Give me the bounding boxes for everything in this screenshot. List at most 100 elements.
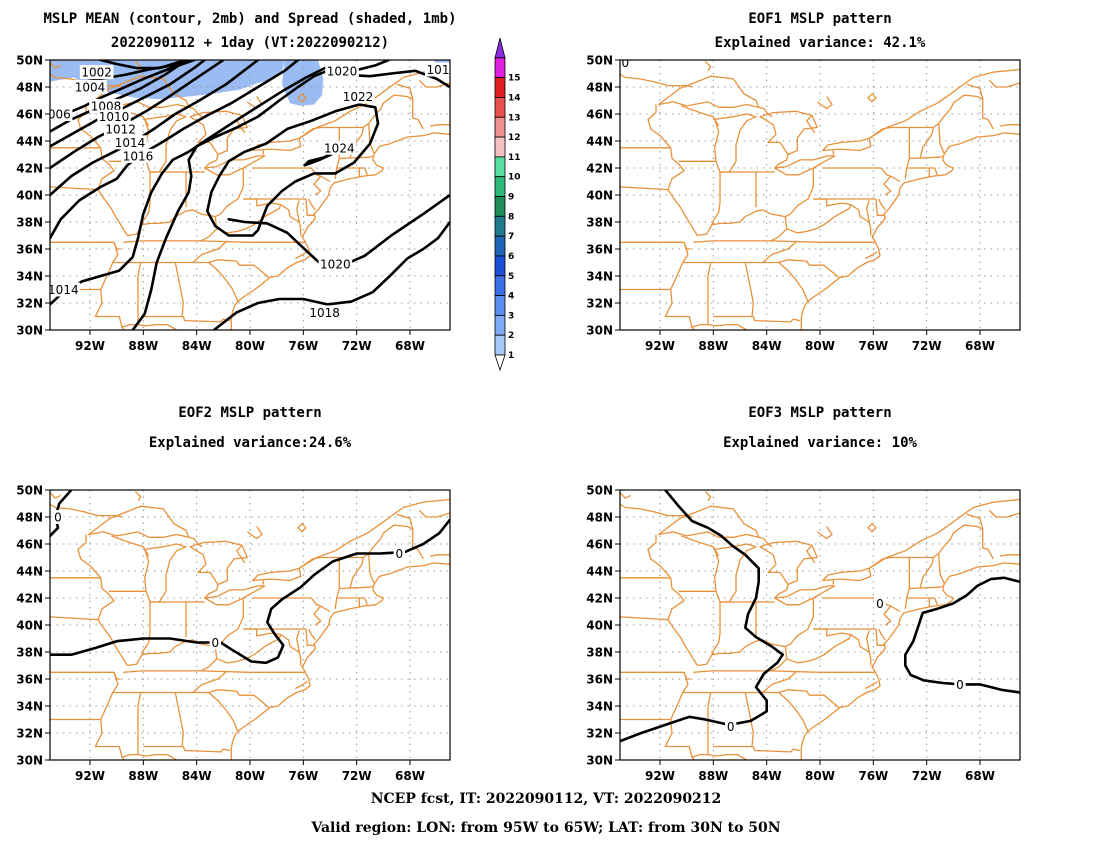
geo-st-al-ga xyxy=(744,692,754,747)
geo-lake-winnipeg-tail xyxy=(620,492,631,499)
geo-georgian-bay xyxy=(806,114,816,134)
contour-label-bg xyxy=(121,148,155,163)
lon-tick-label: 84W xyxy=(752,769,782,783)
geo-island xyxy=(297,93,307,103)
geo-st-vt-nh xyxy=(919,127,934,159)
contour-label-bg xyxy=(393,546,406,561)
lat-tick-label: 34N xyxy=(586,700,613,714)
geo-st-tn-ar xyxy=(682,672,689,693)
geo-st-ia-wi-il xyxy=(667,147,685,190)
geo-canada-lakes xyxy=(246,526,263,540)
geo-coast-atlantic xyxy=(800,132,1020,330)
contour-label: 0 xyxy=(956,678,964,692)
geo-lake-superior xyxy=(658,75,760,108)
geo-st-mo-ar xyxy=(620,241,691,250)
colorbar-swatch xyxy=(494,275,506,296)
geo-st-ga-fl xyxy=(752,316,801,323)
geo-island xyxy=(867,523,877,533)
contour-label: 0 xyxy=(54,511,62,525)
contour-label-bg xyxy=(97,109,131,124)
panel-eof3: EOF3 MSLP pattern Explained variance: 10… xyxy=(586,405,1021,783)
lon-tick-label: 92W xyxy=(645,769,675,783)
contour-label: 0 xyxy=(727,720,735,734)
geo-st-ma-north xyxy=(909,155,943,160)
lat-tick-label: 46N xyxy=(586,108,613,122)
geo-st-ma-south xyxy=(906,167,938,176)
geo-border-stlaw-ny xyxy=(298,126,364,139)
geo-border-stclair xyxy=(774,584,789,599)
geo-st-ma-south xyxy=(336,167,368,176)
lat-tick-label: 32N xyxy=(586,297,613,311)
geo-lake-erie xyxy=(774,155,836,176)
geo-st-va-md xyxy=(850,203,870,223)
colorbar-label: 5 xyxy=(508,272,514,282)
geo-st-ia-wi-il xyxy=(667,577,685,620)
colorbar-label: 15 xyxy=(508,74,521,84)
geo-st-mo-ar xyxy=(620,671,691,680)
lat-tick-label: 50N xyxy=(586,54,613,68)
contour-label: 1016 xyxy=(123,149,154,163)
panel-eof2-title-line1: EOF2 MSLP pattern xyxy=(178,405,321,421)
contour-line xyxy=(99,60,188,70)
lat-tick-label: 46N xyxy=(16,108,43,122)
panel-eof1-title-line2: Explained variance: 42.1% xyxy=(715,35,926,51)
geo-st-md-de xyxy=(875,198,886,216)
geo-st-ny-vt xyxy=(904,127,910,179)
geo-st-wi-mi xyxy=(681,105,720,127)
geo-delaware-bay xyxy=(308,628,316,641)
geo-lake-superior xyxy=(658,505,760,538)
geo-st-pa-ny xyxy=(822,167,891,177)
lon-tick-label: 80W xyxy=(805,769,835,783)
geo-st-mo-ar xyxy=(50,241,121,250)
colorbar-label: 1 xyxy=(508,351,514,361)
colorbar-label: 3 xyxy=(508,311,514,321)
geo-lake-winnipeg-tail xyxy=(50,62,61,69)
geo-nova-scotia xyxy=(429,124,450,127)
footer-forecast-info: NCEP fcst, IT: 2022090112, VT: 202209021… xyxy=(371,791,722,807)
geo-st-lawrence-south xyxy=(988,509,1020,518)
lat-tick-label: 30N xyxy=(16,754,43,768)
lat-tick-label: 30N xyxy=(586,754,613,768)
geo-pamlico xyxy=(865,681,878,690)
lat-tick-label: 40N xyxy=(586,619,613,633)
colorbar-swatch xyxy=(494,354,506,372)
geo-st-ny-nj xyxy=(320,175,331,183)
geo-canada-lakes xyxy=(816,96,833,110)
contour-line xyxy=(206,103,380,237)
lon-tick-label: 80W xyxy=(235,339,265,353)
colorbar-swatch xyxy=(494,57,506,79)
geo-st-wv-va xyxy=(214,198,282,234)
geo-st-ma-north xyxy=(909,585,943,590)
geo-coast-gulf xyxy=(121,753,178,760)
map-area: 0 xyxy=(620,60,1020,330)
geo-st-ma-north xyxy=(339,155,373,160)
geo-st-tn-nc xyxy=(762,670,798,693)
geo-coast-atlantic xyxy=(230,562,450,760)
contour-label: 1014 xyxy=(48,283,79,297)
geo-nb-border xyxy=(396,513,414,530)
geo-lake-nipigon xyxy=(704,60,712,72)
geo-nb-border xyxy=(966,83,984,100)
geo-st-lawrence xyxy=(298,498,450,569)
geo-st-nh-me xyxy=(938,553,945,584)
geo-st-lawrence-south xyxy=(418,509,450,518)
colorbar-swatch xyxy=(494,77,506,98)
contour-label-bg xyxy=(424,62,450,77)
lat-tick-label: 48N xyxy=(16,511,43,525)
lon-tick-label: 76W xyxy=(858,769,888,783)
lat-tick-label: 32N xyxy=(16,727,43,741)
geo-coast-atlantic xyxy=(230,132,450,330)
contour-label-bg xyxy=(620,60,632,70)
contour-label-bg xyxy=(318,256,353,271)
lat-tick-label: 46N xyxy=(16,538,43,552)
geo-lake-nipigon xyxy=(134,490,142,502)
geo-st-ia-mo xyxy=(50,616,99,621)
geo-border-maine xyxy=(362,94,424,130)
contour-line xyxy=(50,60,260,197)
contour-label-bg xyxy=(874,596,886,611)
geo-border-maine xyxy=(932,524,994,560)
geo-st-lawrence-south xyxy=(988,79,1020,88)
contour-line xyxy=(50,60,300,240)
geo-st-ny-nj xyxy=(320,605,331,613)
geo-nb-border xyxy=(396,83,414,100)
